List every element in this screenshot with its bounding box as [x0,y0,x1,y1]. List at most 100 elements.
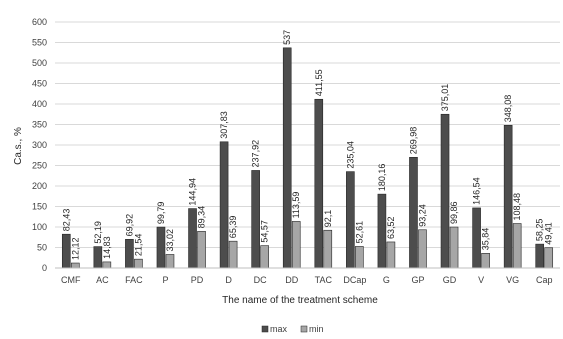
data-label-min: 113,59 [291,192,301,219]
data-label-max: 375,01 [440,84,450,112]
data-label-min: 99,86 [449,202,459,225]
bar-max [440,113,450,269]
data-label-max: 235,04 [345,141,355,169]
data-label-max: 69,92 [124,214,134,237]
x-tick-label: DCap [343,275,366,285]
data-label-max: 411,55 [314,69,324,96]
data-label-max: 58,25 [535,219,545,242]
y-tick-label: 500 [32,58,47,68]
data-label-min: 21,54 [133,234,143,257]
y-tick-label: 450 [32,79,47,89]
bar-min [386,241,396,269]
data-label-min: 92,1 [323,210,333,228]
data-label-min: 63,52 [386,216,396,239]
x-tick-label: P [162,275,168,285]
data-label-min: 108,48 [512,193,522,221]
data-label-max: 269,98 [408,127,418,155]
data-label-min: 93,24 [417,204,427,227]
bar-max [125,239,134,269]
x-tick-label: CMF [61,275,81,285]
data-label-min: 14,83 [102,236,112,259]
bar-max [188,208,197,269]
x-tick-label: D [225,275,232,285]
bar-min [70,262,80,269]
y-tick-label: 550 [32,38,47,48]
bar-max [377,193,387,269]
bar-max [346,171,355,269]
x-tick-label: DD [285,275,298,285]
y-tick-label: 200 [32,181,47,191]
x-tick-label: G [383,275,390,285]
x-tick-label: DC [254,275,267,285]
y-axis-title: Ca.s., % [13,127,24,165]
x-tick-label: TAC [315,275,333,285]
bar-min [323,229,333,269]
data-label-min: 12,12 [70,237,80,260]
data-label-min: 33,02 [165,229,175,252]
y-tick-label: 600 [32,17,47,27]
bar-max [535,243,545,269]
data-label-max: 144,94 [188,178,198,206]
y-tick-label: 350 [32,120,47,130]
x-axis-title: The name of the treatment scheme [222,295,378,306]
y-tick-label: 400 [32,99,47,109]
x-tick-label: PD [191,275,204,285]
data-label-max: 82,43 [61,209,71,232]
bars [61,47,554,269]
data-label-max: 146,54 [472,177,482,205]
bar-min [481,253,490,269]
data-label-max: 237,92 [251,140,261,168]
y-tick-label: 250 [32,161,47,171]
legend-swatch-min [300,325,308,333]
data-label-max: 307,83 [219,111,229,139]
bar-min [449,226,459,269]
bar-max [251,170,260,269]
data-label-max: 537 [282,30,292,45]
bar-min [418,229,427,269]
bar-min [165,254,175,269]
bar-min [102,261,112,269]
bar-max [93,246,103,269]
legend-label-max: max [270,324,288,334]
bar-max [503,124,513,269]
data-label-max: 52,19 [93,221,103,244]
bar-max [156,226,166,269]
data-label-max: 99,79 [156,202,166,225]
data-label-min: 52,61 [354,221,364,244]
bar-max [314,98,324,269]
y-axis-ticks: 0 50 100 150 200 250 300 350 400 450 500 550 600 [32,17,47,273]
x-tick-label: V [478,275,484,285]
x-tick-label: FAC [125,275,143,285]
data-label-max: 180,16 [377,164,387,192]
bar-min [260,245,269,269]
x-tick-label: GP [411,275,424,285]
x-tick-label: GD [443,275,457,285]
bar-max [409,157,418,269]
bar-max [61,233,71,269]
data-label-min: 35,84 [481,228,491,251]
legend: max min [261,324,324,334]
y-tick-label: 300 [32,140,47,150]
bar-min [355,246,364,269]
y-tick-label: 100 [32,222,47,232]
data-label-min: 49,41 [544,222,554,245]
data-label-min: 54,57 [260,220,270,243]
bar-min [228,240,238,269]
legend-label-min: min [309,324,324,334]
bar-min [291,221,301,269]
bar-max [472,207,481,269]
bar-max [282,47,292,269]
bar-max [219,141,229,269]
gridlines [55,21,560,248]
x-axis-ticks: CMF AC FAC P PD D DC DD TAC DCap G GP GD V VG Cap [61,275,552,285]
bar-min [512,223,522,269]
data-label-min: 65,39 [228,216,238,239]
bar-min [544,247,554,269]
y-tick-label: 50 [37,243,47,253]
y-tick-label: 0 [42,263,47,273]
y-tick-label: 150 [32,202,47,212]
legend-swatch-max [261,325,269,333]
